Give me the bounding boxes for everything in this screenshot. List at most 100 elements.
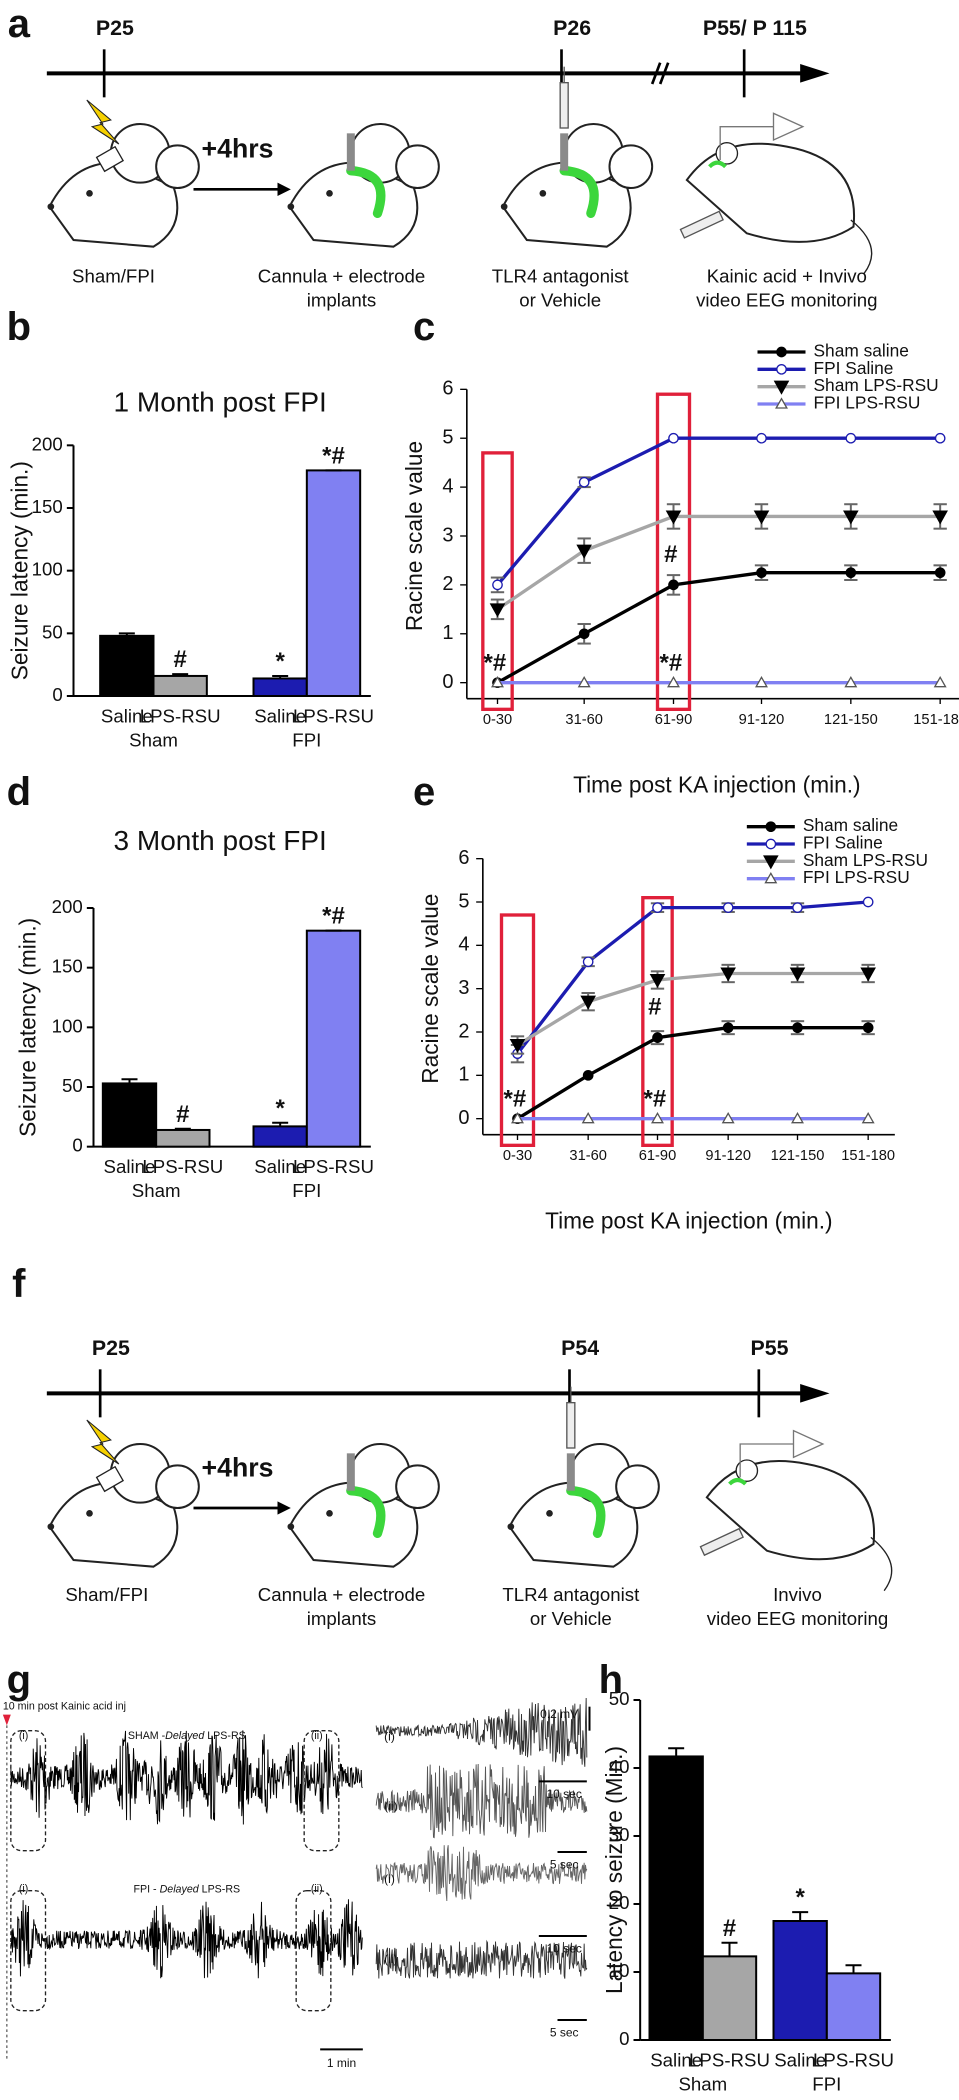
x-tick-label: 61-90 [655,712,692,728]
marker [722,1022,734,1033]
series-line [496,571,941,685]
x-tick-label: Saline [101,705,153,726]
marker [755,675,768,688]
rat-ear [735,1459,759,1482]
y-tick-label: 0 [72,1135,82,1156]
y-tick-label: 150 [32,496,63,517]
marker [492,579,503,591]
mouse-ear [615,1464,660,1509]
marker [491,675,504,688]
marker [722,902,734,913]
series-line [496,514,941,611]
y-axis-title: Seizure latency (min.) [14,918,40,1137]
significance-label: *# [503,1085,526,1112]
group-label: FPI [292,729,321,750]
bar [99,634,155,698]
y-tick-label: 10 [609,1960,630,1981]
marker [578,476,590,488]
marker [764,871,778,884]
x-tick-label: LPS-RSU [293,1156,374,1177]
panel-label: c [413,305,435,349]
marker [862,896,874,908]
y-tick-label: 5 [442,427,453,449]
rat-ear [715,141,739,165]
timeline-label: P55 [751,1336,789,1360]
window-box [303,1729,340,1852]
significance-label: *# [322,903,345,930]
voltage-scale: 0.2 mV [540,1707,578,1721]
rat-body [685,142,856,243]
significance-label: * [275,648,285,675]
mouse-icon [47,1419,200,1568]
step-caption: TLR4 antagonist [502,1584,640,1605]
mouse-nose [500,203,508,210]
x-axis-title: Time post KA injection (min.) [545,1208,833,1234]
marker [862,1022,874,1033]
x-tick-label: Saline [254,1156,306,1177]
step-caption: Invivo [773,1584,822,1605]
x-tick-label: 121-150 [771,1148,825,1164]
step-caption: or Vehicle [519,289,601,310]
x-tick-label: 31-60 [569,1148,607,1164]
window-label: (ii) [311,1883,323,1895]
time-scale: 1 min [327,2056,356,2070]
implant-region [346,166,386,218]
rat-tail [870,1536,893,1592]
y-tick-label: 1 [442,622,453,644]
y-tick-label: 3 [458,977,469,999]
marker [776,364,787,375]
marker [576,544,592,559]
marker [792,902,803,913]
bar [305,469,362,697]
window-label: (i) [19,1883,28,1895]
marker [932,510,948,525]
marker [582,956,594,968]
mouse-eye [86,190,93,197]
rat-tail [850,219,873,274]
syringe [679,210,724,239]
x-tick-label: 91-120 [705,1148,751,1164]
interval-label: +4hrs [202,134,274,164]
significance-label: * [795,1884,805,1911]
mouse-ear [395,144,440,189]
lightning [86,1419,120,1465]
trace-title: SHAM -Delayed LPS-RS [128,1730,246,1742]
y-tick-label: 200 [52,896,83,917]
timeline-label: P54 [561,1336,599,1360]
implant-region [559,166,599,218]
series-line [516,1026,869,1121]
mouse-ear [395,1464,440,1509]
significance-label: # [648,994,661,1021]
marker [668,432,679,444]
eeg-wire [719,126,774,160]
significance-label: # [664,541,677,568]
marker [843,510,859,525]
x-tick-label: LPS-RSU [293,705,374,726]
y-tick-label: 3 [442,524,453,546]
y-tick-label: 5 [458,890,469,912]
mouse-icon [287,1443,440,1568]
marker [845,567,857,578]
mouse-eye [326,1510,333,1517]
panel-label: g [7,1658,31,1702]
window-box [295,1889,332,2012]
amplifier [792,1429,825,1459]
legend-label: Sham saline [803,815,898,835]
y-axis-title: Racine scale value [417,894,443,1084]
marker [860,967,876,982]
injection-arrow [2,1714,11,1726]
eeg-trace [375,1763,588,1839]
bar [648,1755,704,2041]
marker [792,1022,803,1033]
cannula [560,133,569,171]
bar [152,674,208,697]
timeline-label: P26 [553,16,591,40]
highlight-box [481,451,514,711]
y-tick-label: 50 [42,621,63,642]
y-axis-title: Seizure latency (min.) [6,461,32,680]
marker [509,1039,526,1054]
mouse-icon [500,66,654,248]
lightning [86,99,120,145]
significance-label: *# [643,1085,666,1112]
x-tick-label: Saline [254,705,306,726]
